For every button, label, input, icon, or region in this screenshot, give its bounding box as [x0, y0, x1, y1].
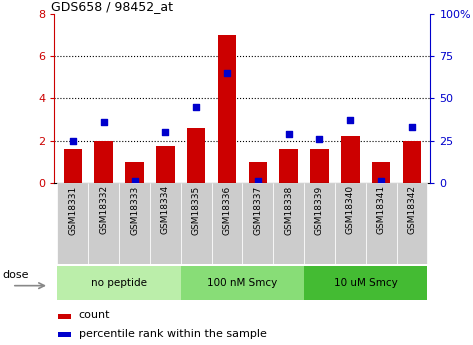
- Bar: [341, 136, 359, 183]
- Point: [254, 178, 262, 184]
- FancyBboxPatch shape: [273, 183, 304, 264]
- Bar: [58, 332, 71, 337]
- Text: GSM18332: GSM18332: [99, 185, 108, 234]
- Bar: [249, 162, 267, 183]
- Text: GSM18342: GSM18342: [407, 185, 416, 234]
- Text: GSM18336: GSM18336: [222, 185, 231, 235]
- Text: dose: dose: [3, 270, 29, 280]
- Bar: [372, 162, 390, 183]
- Bar: [403, 141, 421, 183]
- FancyBboxPatch shape: [58, 183, 88, 264]
- Point: [100, 119, 107, 125]
- Bar: [64, 149, 82, 183]
- Text: GSM18341: GSM18341: [377, 185, 385, 234]
- FancyBboxPatch shape: [211, 183, 243, 264]
- FancyBboxPatch shape: [335, 183, 366, 264]
- Bar: [310, 149, 329, 183]
- FancyBboxPatch shape: [304, 183, 335, 264]
- Point: [193, 104, 200, 110]
- Point: [408, 124, 416, 130]
- Bar: [218, 35, 236, 183]
- Text: GSM18333: GSM18333: [130, 185, 139, 235]
- Point: [315, 136, 323, 142]
- Text: GSM18340: GSM18340: [346, 185, 355, 234]
- Text: no peptide: no peptide: [91, 278, 147, 288]
- FancyBboxPatch shape: [396, 183, 427, 264]
- FancyBboxPatch shape: [366, 183, 396, 264]
- FancyBboxPatch shape: [181, 266, 304, 300]
- Point: [347, 118, 354, 123]
- Point: [131, 178, 138, 184]
- Point: [162, 129, 169, 135]
- Bar: [125, 162, 144, 183]
- Text: 10 uM Smcy: 10 uM Smcy: [334, 278, 398, 288]
- Text: GSM18331: GSM18331: [69, 185, 78, 235]
- Text: GSM18334: GSM18334: [161, 185, 170, 234]
- Bar: [280, 149, 298, 183]
- FancyBboxPatch shape: [243, 183, 273, 264]
- Bar: [187, 128, 205, 183]
- Text: GDS658 / 98452_at: GDS658 / 98452_at: [51, 0, 173, 13]
- Text: GSM18339: GSM18339: [315, 185, 324, 235]
- Point: [223, 70, 231, 76]
- Bar: [156, 146, 175, 183]
- FancyBboxPatch shape: [58, 266, 181, 300]
- Text: GSM18337: GSM18337: [254, 185, 263, 235]
- Point: [69, 138, 77, 144]
- FancyBboxPatch shape: [119, 183, 150, 264]
- Text: GSM18338: GSM18338: [284, 185, 293, 235]
- FancyBboxPatch shape: [304, 266, 427, 300]
- Point: [377, 178, 385, 184]
- FancyBboxPatch shape: [181, 183, 211, 264]
- Bar: [58, 314, 71, 319]
- FancyBboxPatch shape: [150, 183, 181, 264]
- Text: percentile rank within the sample: percentile rank within the sample: [79, 329, 267, 339]
- Text: GSM18335: GSM18335: [192, 185, 201, 235]
- FancyBboxPatch shape: [88, 183, 119, 264]
- Text: 100 nM Smcy: 100 nM Smcy: [207, 278, 278, 288]
- Text: count: count: [79, 310, 110, 320]
- Point: [285, 131, 292, 137]
- Bar: [95, 141, 113, 183]
